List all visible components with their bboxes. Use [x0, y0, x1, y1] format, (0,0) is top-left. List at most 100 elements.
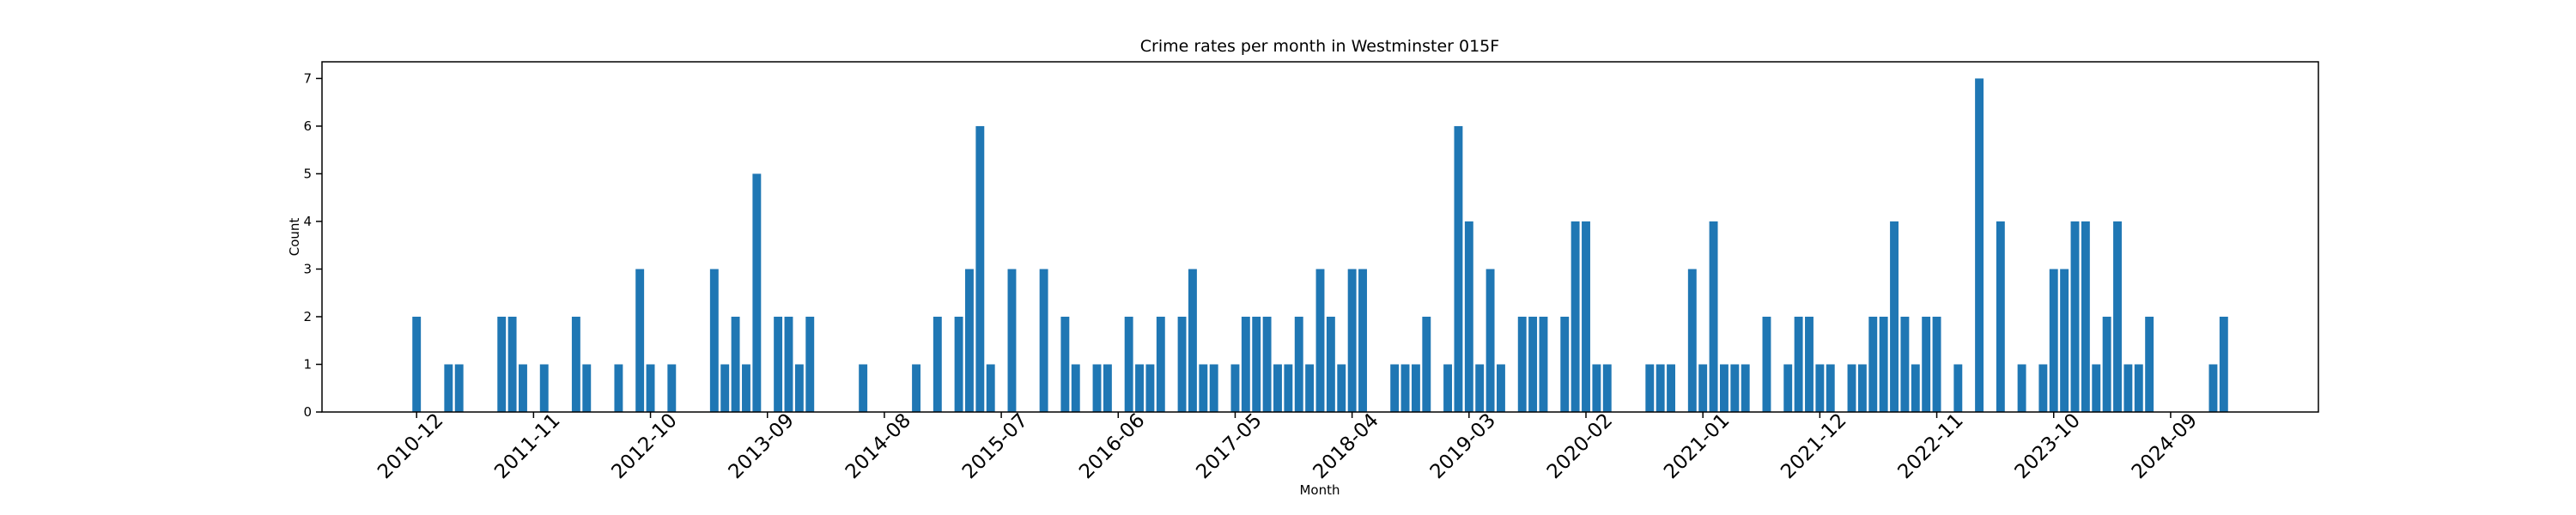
bar — [1273, 364, 1282, 412]
bar — [1103, 364, 1112, 412]
bar — [1656, 364, 1665, 412]
bar — [1517, 316, 1527, 412]
bar — [1230, 364, 1240, 412]
y-tick-label: 5 — [303, 166, 312, 181]
bar — [1762, 316, 1771, 412]
bar — [497, 316, 507, 412]
bar — [1719, 364, 1728, 412]
bar — [1497, 364, 1505, 412]
bar — [731, 316, 740, 412]
bar — [1443, 364, 1453, 412]
bar — [1199, 364, 1208, 412]
bar — [1953, 364, 1963, 412]
bar — [1284, 364, 1293, 412]
bar — [1975, 78, 1984, 412]
y-tick-label: 0 — [303, 404, 312, 420]
bar — [2049, 269, 2058, 412]
bar — [2070, 221, 2080, 412]
bar — [1305, 364, 1315, 412]
bar — [1602, 364, 1612, 412]
bar — [1730, 364, 1740, 412]
bar — [912, 364, 921, 412]
bar — [2219, 316, 2228, 412]
bar — [1092, 364, 1102, 412]
bar — [1528, 316, 1538, 412]
bar — [1857, 364, 1867, 412]
bar — [2092, 364, 2101, 412]
bar — [614, 364, 623, 412]
bar — [1900, 316, 1910, 412]
bar — [1709, 221, 1718, 412]
bar — [986, 364, 995, 412]
bar — [1188, 269, 1197, 412]
bar — [1475, 364, 1485, 412]
bar — [2081, 221, 2090, 412]
bar — [1007, 269, 1017, 412]
bar — [709, 269, 719, 412]
bar — [965, 269, 974, 412]
bar — [2113, 221, 2122, 412]
bar — [571, 316, 580, 412]
bar — [1826, 364, 1835, 412]
bar — [2017, 364, 2026, 412]
bar — [1805, 316, 1814, 412]
y-tick-label: 1 — [303, 356, 312, 372]
bar — [646, 364, 655, 412]
bar — [1337, 364, 1346, 412]
bar — [1400, 364, 1410, 412]
bar — [954, 316, 963, 412]
bar — [2208, 364, 2218, 412]
bar — [1932, 316, 1941, 412]
bar — [1868, 316, 1878, 412]
bar — [1241, 316, 1250, 412]
bar — [412, 316, 422, 412]
bar — [1890, 221, 1899, 412]
bar — [1252, 316, 1261, 412]
bar — [1177, 316, 1187, 412]
bar — [1560, 316, 1570, 412]
bar — [794, 364, 804, 412]
y-tick-label: 7 — [303, 70, 312, 86]
bar — [1262, 316, 1272, 412]
y-tick-label: 4 — [303, 214, 312, 229]
bar — [1454, 125, 1463, 412]
bar — [1390, 364, 1400, 412]
bar — [1582, 221, 1590, 412]
bar — [784, 316, 793, 412]
bar — [1060, 316, 1070, 412]
bar — [975, 125, 985, 412]
bar — [582, 364, 592, 412]
bar — [444, 364, 453, 412]
bar — [1485, 269, 1495, 412]
bar — [2038, 364, 2048, 412]
chart-title: Crime rates per month in Westminster 015… — [1140, 37, 1499, 56]
bar — [1347, 269, 1357, 412]
bar — [1209, 364, 1218, 412]
bar — [1794, 316, 1803, 412]
bar — [1741, 364, 1750, 412]
bar — [507, 316, 517, 412]
bar — [933, 316, 942, 412]
bar — [1039, 269, 1048, 412]
bar — [2102, 316, 2111, 412]
bar — [742, 364, 750, 412]
bar — [2145, 316, 2154, 412]
plot-frame — [321, 61, 2319, 413]
bar — [1783, 364, 1793, 412]
bar — [774, 316, 783, 412]
bar — [1592, 364, 1601, 412]
y-tick-label: 6 — [303, 118, 312, 134]
bar — [1411, 364, 1420, 412]
bar — [1124, 316, 1133, 412]
bar — [1539, 316, 1548, 412]
bar — [454, 364, 464, 412]
bar — [720, 364, 730, 412]
bar — [1815, 364, 1825, 412]
bar — [1156, 316, 1165, 412]
bar — [1996, 221, 2005, 412]
x-axis-label: Month — [1299, 482, 1340, 498]
bar — [1911, 364, 1920, 412]
bar — [1326, 316, 1335, 412]
bar — [1571, 221, 1580, 412]
